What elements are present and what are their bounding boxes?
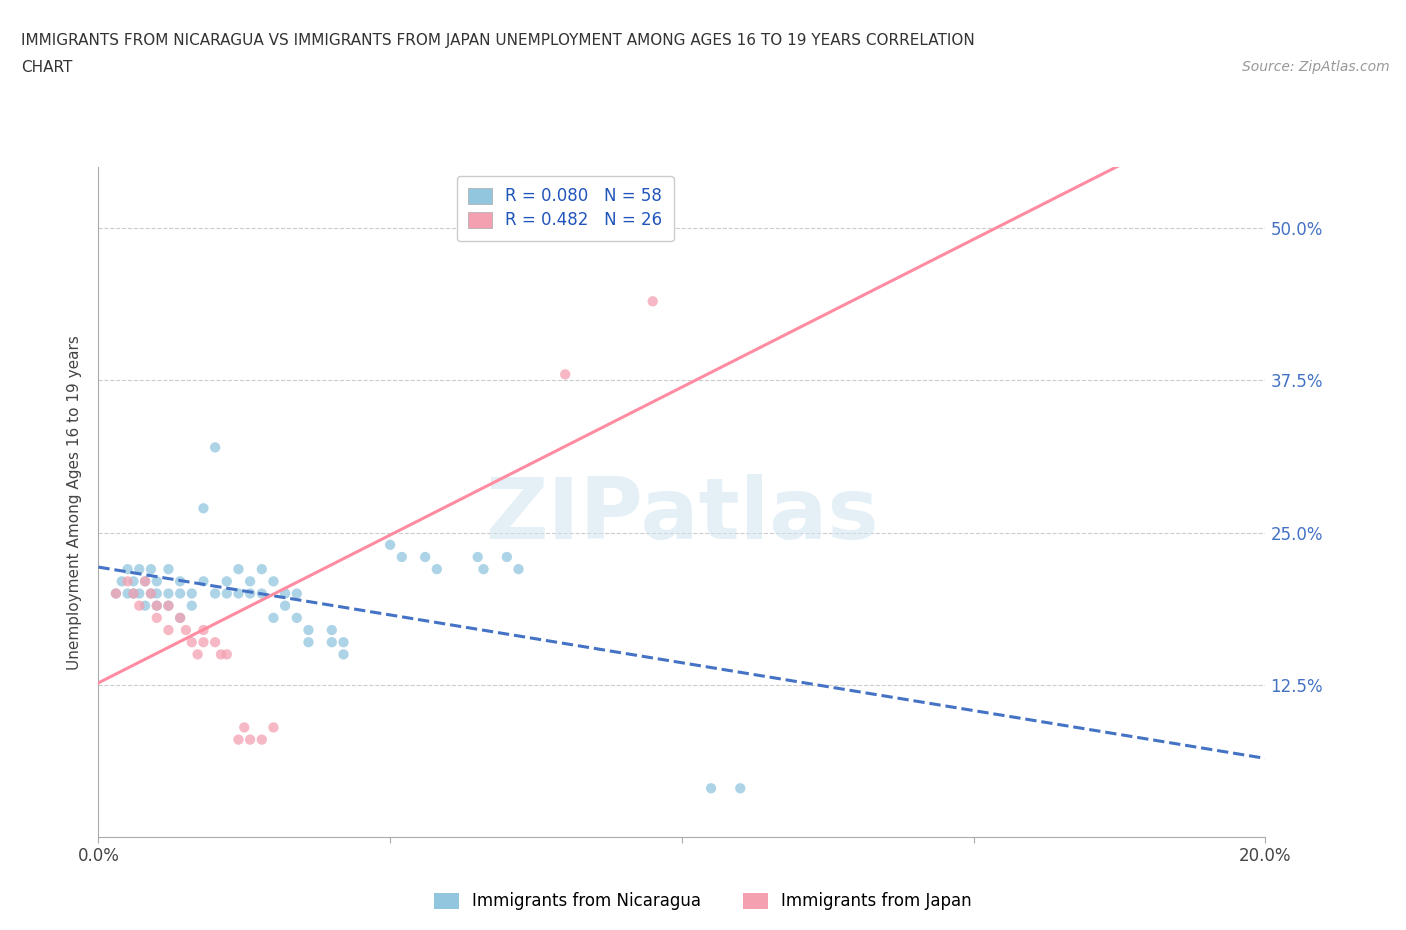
Point	[204, 440, 226, 455]
Point	[180, 635, 202, 650]
Point	[157, 562, 180, 577]
Point	[180, 598, 202, 613]
Point	[262, 720, 284, 735]
Point	[250, 586, 273, 601]
Point	[250, 562, 273, 577]
Point	[233, 720, 256, 735]
Legend: R = 0.080   N = 58, R = 0.482   N = 26: R = 0.080 N = 58, R = 0.482 N = 26	[457, 176, 673, 241]
Point	[426, 562, 449, 577]
Point	[321, 622, 343, 637]
Point	[641, 294, 664, 309]
Point	[169, 586, 191, 601]
Point	[180, 586, 202, 601]
Point	[139, 586, 162, 601]
Point	[274, 586, 297, 601]
Point	[193, 635, 215, 650]
Point	[297, 622, 319, 637]
Point	[146, 610, 169, 625]
Point	[128, 562, 150, 577]
Point	[413, 550, 436, 565]
Point	[250, 732, 273, 747]
Point	[274, 598, 297, 613]
Point	[204, 586, 226, 601]
Y-axis label: Unemployment Among Ages 16 to 19 years: Unemployment Among Ages 16 to 19 years	[67, 335, 83, 670]
Point	[157, 622, 180, 637]
Point	[146, 586, 169, 601]
Point	[134, 598, 156, 613]
Point	[157, 586, 180, 601]
Point	[122, 586, 145, 601]
Point	[122, 574, 145, 589]
Point	[228, 586, 250, 601]
Point	[391, 550, 413, 565]
Text: ZIPatlas: ZIPatlas	[485, 474, 879, 557]
Point	[146, 574, 169, 589]
Point	[215, 586, 238, 601]
Point	[332, 647, 354, 662]
Point	[297, 635, 319, 650]
Point	[111, 574, 134, 589]
Point	[239, 732, 262, 747]
Point	[472, 562, 495, 577]
Point	[169, 610, 191, 625]
Point	[285, 610, 308, 625]
Legend: Immigrants from Nicaragua, Immigrants from Japan: Immigrants from Nicaragua, Immigrants fr…	[427, 885, 979, 917]
Point	[117, 574, 139, 589]
Point	[134, 574, 156, 589]
Point	[228, 562, 250, 577]
Point	[285, 586, 308, 601]
Point	[215, 574, 238, 589]
Point	[239, 586, 262, 601]
Point	[228, 732, 250, 747]
Point	[128, 598, 150, 613]
Point	[193, 622, 215, 637]
Point	[104, 586, 127, 601]
Point	[117, 586, 139, 601]
Point	[146, 598, 169, 613]
Point	[204, 635, 226, 650]
Point	[157, 598, 180, 613]
Point	[146, 598, 169, 613]
Point	[262, 610, 284, 625]
Point	[139, 586, 162, 601]
Point	[193, 501, 215, 516]
Point	[169, 610, 191, 625]
Point	[508, 562, 530, 577]
Point	[128, 586, 150, 601]
Point	[157, 598, 180, 613]
Point	[139, 562, 162, 577]
Point	[378, 538, 402, 552]
Text: Source: ZipAtlas.com: Source: ZipAtlas.com	[1241, 60, 1389, 74]
Point	[332, 635, 354, 650]
Point	[728, 781, 751, 796]
Point	[262, 574, 284, 589]
Point	[467, 550, 489, 565]
Point	[215, 647, 238, 662]
Point	[239, 574, 262, 589]
Point	[187, 647, 209, 662]
Point	[117, 562, 139, 577]
Point	[134, 574, 156, 589]
Point	[495, 550, 517, 565]
Point	[193, 574, 215, 589]
Point	[209, 647, 232, 662]
Point	[174, 622, 197, 637]
Text: IMMIGRANTS FROM NICARAGUA VS IMMIGRANTS FROM JAPAN UNEMPLOYMENT AMONG AGES 16 TO: IMMIGRANTS FROM NICARAGUA VS IMMIGRANTS …	[21, 33, 974, 47]
Point	[104, 586, 127, 601]
Text: CHART: CHART	[21, 60, 73, 75]
Point	[700, 781, 723, 796]
Point	[554, 367, 576, 382]
Point	[169, 574, 191, 589]
Point	[321, 635, 343, 650]
Point	[122, 586, 145, 601]
